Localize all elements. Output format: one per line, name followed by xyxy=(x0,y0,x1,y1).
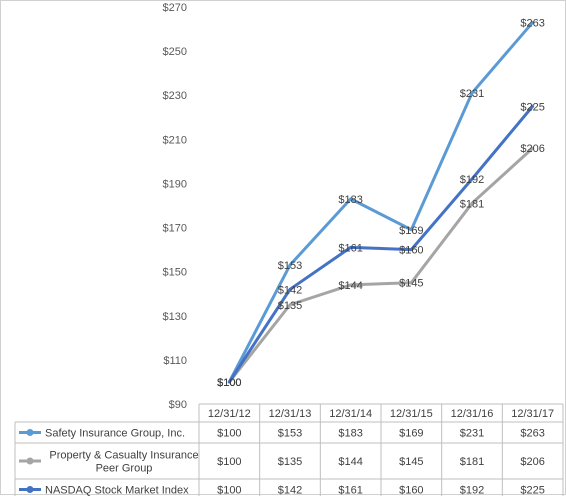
category-label: 12/31/13 xyxy=(269,408,312,420)
table-cell: $169 xyxy=(399,428,423,440)
table-cell: $144 xyxy=(338,456,362,468)
data-label: $153 xyxy=(278,260,302,272)
category-label: 12/31/15 xyxy=(390,408,433,420)
legend-key-marker-0 xyxy=(27,429,34,436)
table-cell: $100 xyxy=(217,428,241,440)
data-label: $192 xyxy=(460,174,484,186)
data-label: $206 xyxy=(520,143,544,155)
table-cell: $135 xyxy=(278,456,302,468)
data-label: $263 xyxy=(520,17,544,29)
y-tick-label: $190 xyxy=(163,178,187,190)
legend-label: Property & Casualty Insurance xyxy=(49,450,198,462)
data-label: $225 xyxy=(520,101,544,113)
table-cell: $192 xyxy=(460,485,484,496)
y-tick-label: $150 xyxy=(163,267,187,279)
legend-key-marker-2 xyxy=(27,486,34,493)
y-tick-label: $250 xyxy=(163,46,187,58)
data-label: $100 xyxy=(217,377,241,389)
data-label: $144 xyxy=(338,280,362,292)
data-label: $181 xyxy=(460,198,484,210)
category-label: 12/31/14 xyxy=(329,408,372,420)
table-cell: $183 xyxy=(338,428,362,440)
data-label: $183 xyxy=(338,194,362,206)
data-label: $231 xyxy=(460,88,484,100)
table-cell: $161 xyxy=(338,485,362,496)
y-tick-label: $230 xyxy=(163,90,187,102)
table-cell: $231 xyxy=(460,428,484,440)
data-label: $135 xyxy=(278,300,302,312)
data-label: $145 xyxy=(399,278,423,290)
data-label: $160 xyxy=(399,245,423,257)
y-tick-label: $170 xyxy=(163,223,187,235)
table-cell: $100 xyxy=(217,485,241,496)
series-line-2 xyxy=(229,106,532,382)
table-cell: $145 xyxy=(399,456,423,468)
series-line-1 xyxy=(229,148,532,382)
legend-label: Peer Group xyxy=(96,463,153,475)
table-cell: $142 xyxy=(278,485,302,496)
y-tick-label: $110 xyxy=(163,355,187,367)
series-line-0 xyxy=(229,22,532,382)
table-cell: $181 xyxy=(460,456,484,468)
table-cell: $206 xyxy=(520,456,544,468)
data-label: $142 xyxy=(278,284,302,296)
data-label: $161 xyxy=(338,242,362,254)
legend-key-marker-1 xyxy=(27,458,34,465)
category-label: 12/31/16 xyxy=(451,408,494,420)
y-tick-label: $90 xyxy=(169,399,187,411)
y-tick-label: $210 xyxy=(163,134,187,146)
table-cell: $100 xyxy=(217,456,241,468)
table-cell: $263 xyxy=(520,428,544,440)
category-label: 12/31/17 xyxy=(511,408,554,420)
y-tick-label: $270 xyxy=(163,2,187,14)
table-cell: $160 xyxy=(399,485,423,496)
legend-label: NASDAQ Stock Market Index xyxy=(45,485,189,496)
data-label: $169 xyxy=(399,225,423,237)
category-label: 12/31/12 xyxy=(208,408,251,420)
y-tick-label: $130 xyxy=(163,311,187,323)
table-cell: $225 xyxy=(520,485,544,496)
table-cell: $153 xyxy=(278,428,302,440)
legend-label: Safety Insurance Group, Inc. xyxy=(45,428,185,440)
